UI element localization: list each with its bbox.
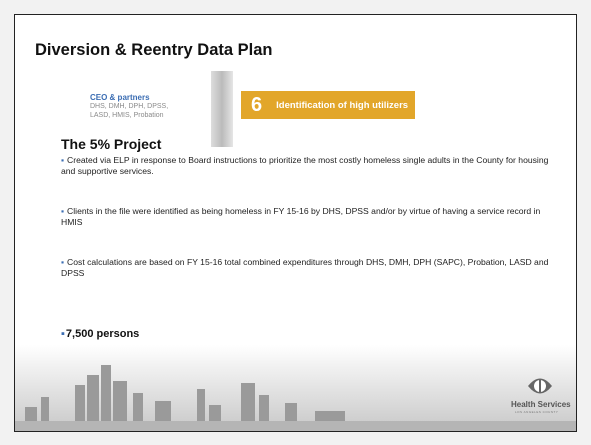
badge-number: 6 bbox=[251, 93, 263, 116]
partners: CEO & partners DHS, DMH, DPH, DPSS, LASD… bbox=[90, 93, 168, 120]
partners-line: LASD, HMIS, Probation bbox=[90, 112, 164, 119]
partners-heading: CEO & partners bbox=[90, 93, 150, 102]
logo-name: Health Services bbox=[511, 400, 571, 409]
divider-bar bbox=[211, 71, 233, 147]
bullet: Clients in the file were identified as b… bbox=[61, 206, 551, 228]
skyline bbox=[15, 345, 576, 431]
logo-tagline: LOS ANGELES COUNTY bbox=[515, 410, 559, 414]
bullet: Cost calculations are based on FY 15-16 … bbox=[61, 257, 551, 279]
badge: 6 Identification of high utilizers bbox=[241, 91, 415, 119]
badge-label: Identification of high utilizers bbox=[276, 99, 409, 111]
subtitle: The 5% Project bbox=[61, 136, 162, 152]
slide-title: Diversion & Reentry Data Plan bbox=[35, 41, 273, 59]
logo-icon bbox=[528, 378, 552, 394]
partners-line: DHS, DMH, DPH, DPSS, bbox=[90, 103, 169, 110]
highlight: 7,500 persons bbox=[61, 328, 139, 340]
slide: Diversion & Reentry Data Plan CEO & part… bbox=[14, 14, 577, 432]
bullet: Created via ELP in response to Board ins… bbox=[61, 155, 551, 177]
